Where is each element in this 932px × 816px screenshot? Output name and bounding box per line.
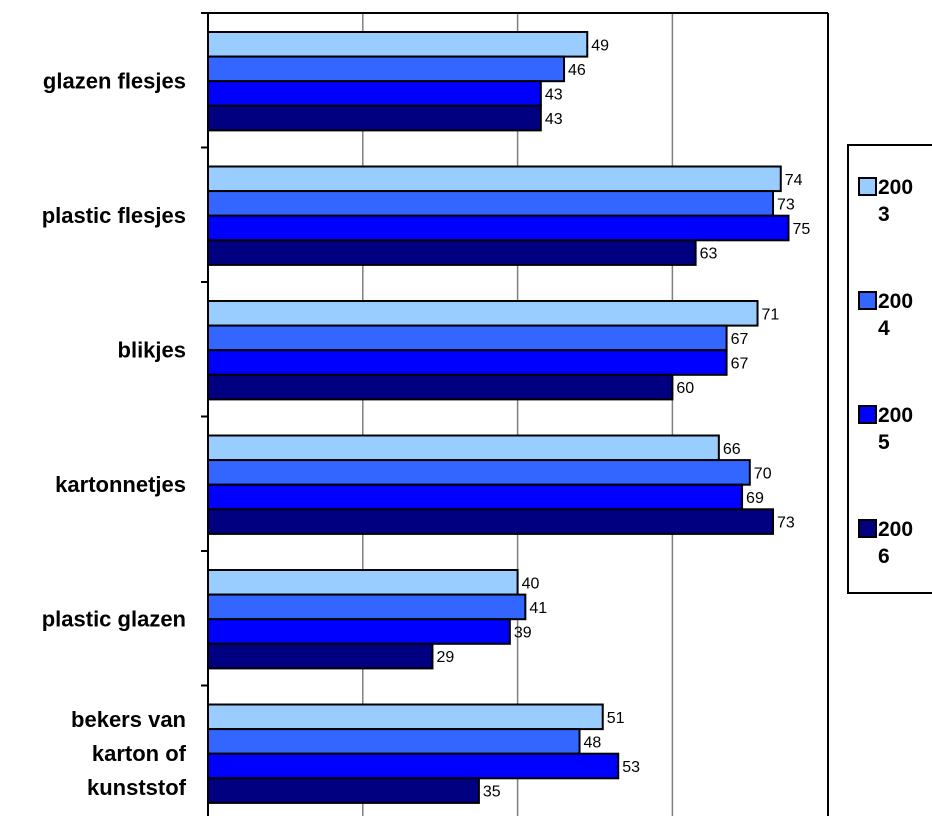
data-label: 67 — [731, 356, 749, 373]
data-label: 70 — [754, 465, 772, 482]
bar — [207, 728, 581, 755]
legend-label: 200 4 — [878, 290, 913, 340]
bar — [207, 55, 566, 83]
bar — [207, 593, 527, 621]
data-label: 60 — [676, 380, 694, 397]
bar — [207, 239, 697, 266]
data-label: 35 — [483, 784, 501, 801]
bar — [207, 300, 759, 327]
data-label: 29 — [436, 649, 454, 666]
category-label: bekers van karton of kunststof — [71, 707, 187, 800]
data-label: 75 — [793, 221, 811, 238]
bar — [207, 508, 775, 535]
gridlines — [362, 13, 674, 816]
data-label: 69 — [746, 490, 764, 507]
legend-label: 200 6 — [878, 518, 913, 568]
bar — [207, 214, 790, 242]
category-labels: glazen flesjes plastic flesjes blikjes kart… — [42, 68, 187, 800]
legend: 200 3 200 4 200 5 200 6 — [847, 144, 932, 594]
bar — [207, 373, 674, 401]
data-label: 51 — [607, 710, 625, 727]
legend-swatch — [858, 177, 877, 196]
data-label: 67 — [731, 331, 749, 348]
data-label: 43 — [545, 111, 563, 128]
bar — [207, 703, 604, 731]
data-label: 63 — [700, 246, 718, 263]
legend-label: 200 5 — [878, 404, 913, 454]
category-label: kartonnetjes — [55, 472, 186, 497]
data-label: 43 — [545, 87, 563, 104]
bar — [207, 752, 620, 780]
data-label: 49 — [591, 37, 609, 54]
data-label: 40 — [522, 575, 540, 592]
data-label: 46 — [568, 62, 586, 79]
bar — [207, 569, 519, 596]
bar — [207, 31, 589, 58]
bar — [207, 459, 751, 486]
legend-swatch — [858, 405, 877, 424]
bar — [207, 165, 782, 193]
data-label: 74 — [785, 172, 803, 189]
data-label: 73 — [777, 515, 795, 532]
data-label: 71 — [762, 306, 780, 323]
legend-label: 200 3 — [878, 176, 913, 226]
bar — [207, 349, 728, 376]
bar — [207, 190, 775, 217]
bar — [207, 324, 728, 352]
legend-box — [847, 144, 932, 594]
legend-swatch — [858, 519, 877, 538]
category-label: plastic flesjes — [42, 203, 186, 228]
bar — [207, 618, 511, 645]
bar — [207, 434, 720, 462]
data-label: 53 — [622, 759, 640, 776]
data-label: 41 — [529, 600, 547, 617]
bar — [207, 483, 744, 511]
data-label: 39 — [514, 625, 532, 642]
category-label: glazen flesjes — [43, 68, 186, 93]
bar — [207, 777, 480, 804]
data-label: 73 — [777, 196, 795, 213]
data-label: 66 — [723, 441, 741, 458]
legend-swatch — [858, 291, 877, 310]
category-label: plastic glazen — [42, 606, 186, 631]
axes — [201, 12, 829, 816]
category-label: blikjes — [118, 337, 186, 362]
bars: 49 46 43 43 74 73 75 63 71 67 67 60 66 70 69 73 40 41 39 29… — [207, 31, 811, 804]
bar — [207, 80, 542, 107]
bar — [207, 104, 542, 132]
data-label: 48 — [584, 734, 602, 751]
bar — [207, 642, 434, 670]
